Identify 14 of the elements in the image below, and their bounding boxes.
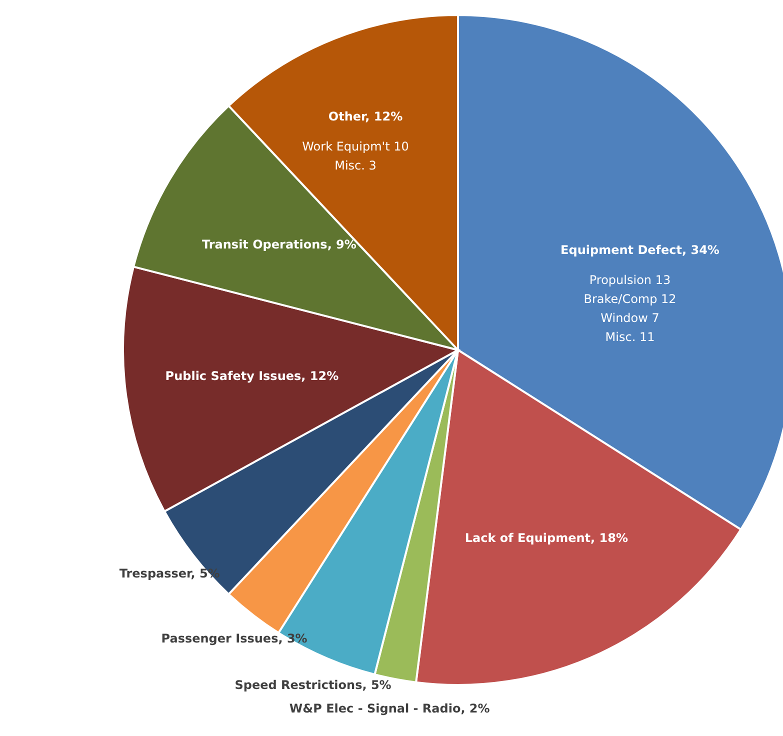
text: Brake/Comp 12 [584, 292, 676, 306]
slice-label: Equipment Defect, 34% [560, 242, 720, 257]
slice-label: Public Safety Issues, 12% [165, 369, 339, 384]
text: Window 7 [600, 310, 660, 325]
slice-label: Transit Operations, 9% [202, 237, 356, 252]
slice-label: W&P Elec - Signal - Radio, 2% [289, 702, 490, 716]
slice-label: Other, 12% [328, 109, 403, 124]
slice-label: Passenger Issues, 3% [161, 631, 308, 646]
slice-label: Speed Restrictions, 5% [234, 678, 392, 692]
text: Work Equipm't 10 [302, 139, 409, 154]
slice-label: Lack of Equipment, 18% [464, 530, 628, 545]
text: Misc. 11 [605, 330, 655, 344]
text: Misc. 3 [334, 158, 376, 172]
text: Propulsion 13 [589, 272, 671, 287]
